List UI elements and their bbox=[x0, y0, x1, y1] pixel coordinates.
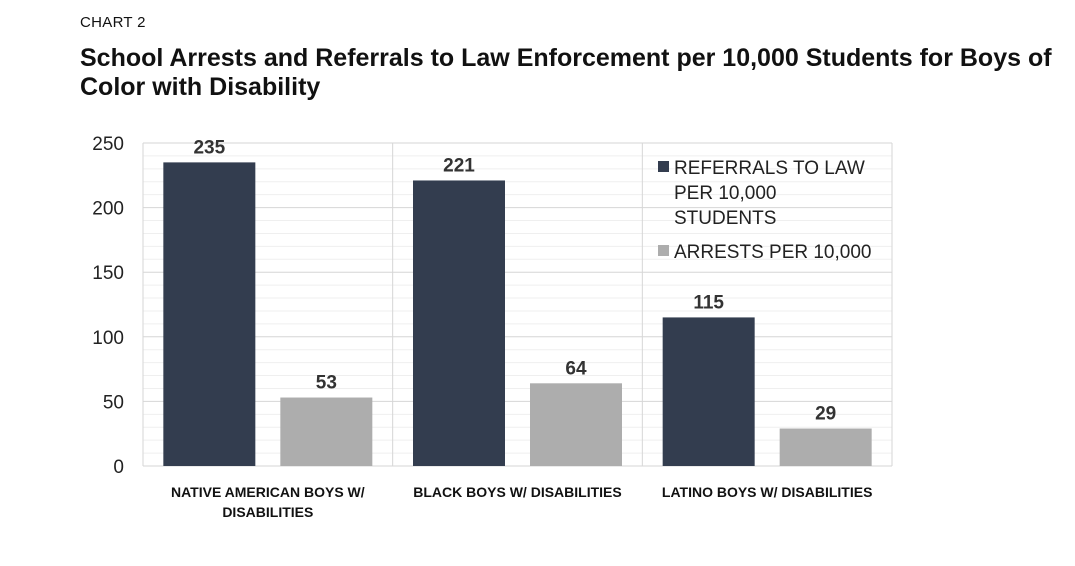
chart-kicker: CHART 2 bbox=[80, 14, 146, 31]
legend-label: PER 10,000 bbox=[674, 183, 776, 204]
bar bbox=[163, 162, 256, 466]
bar bbox=[280, 397, 373, 466]
y-tick-label: 250 bbox=[92, 134, 124, 155]
y-tick-label: 150 bbox=[92, 263, 124, 284]
data-label: 53 bbox=[316, 373, 337, 394]
legend-label: REFERRALS TO LAW bbox=[674, 158, 865, 179]
x-category-label: BLACK BOYS W/ DISABILITIES bbox=[413, 484, 621, 500]
legend-swatch bbox=[658, 161, 669, 172]
y-tick-label: 0 bbox=[113, 457, 124, 478]
bar bbox=[662, 317, 755, 466]
bar bbox=[779, 428, 872, 466]
x-category-label: DISABILITIES bbox=[222, 504, 313, 520]
chart-title: School Arrests and Referrals to Law Enfo… bbox=[80, 44, 1052, 101]
legend-swatch bbox=[658, 245, 669, 256]
data-label: 221 bbox=[443, 155, 475, 176]
y-tick-label: 50 bbox=[103, 392, 124, 413]
legend-label: STUDENTS bbox=[674, 208, 776, 229]
y-tick-label: 100 bbox=[92, 328, 124, 349]
x-category-label: LATINO BOYS W/ DISABILITIES bbox=[662, 484, 873, 500]
data-label: 235 bbox=[193, 137, 225, 158]
y-tick-label: 200 bbox=[92, 199, 124, 220]
legend-label: ARRESTS PER 10,000 bbox=[674, 242, 871, 263]
x-category-label: NATIVE AMERICAN BOYS W/ bbox=[171, 484, 365, 500]
data-label: 115 bbox=[693, 292, 724, 313]
bar bbox=[413, 180, 505, 466]
data-label: 29 bbox=[815, 404, 836, 425]
bar bbox=[530, 383, 622, 466]
data-label: 64 bbox=[565, 358, 587, 379]
